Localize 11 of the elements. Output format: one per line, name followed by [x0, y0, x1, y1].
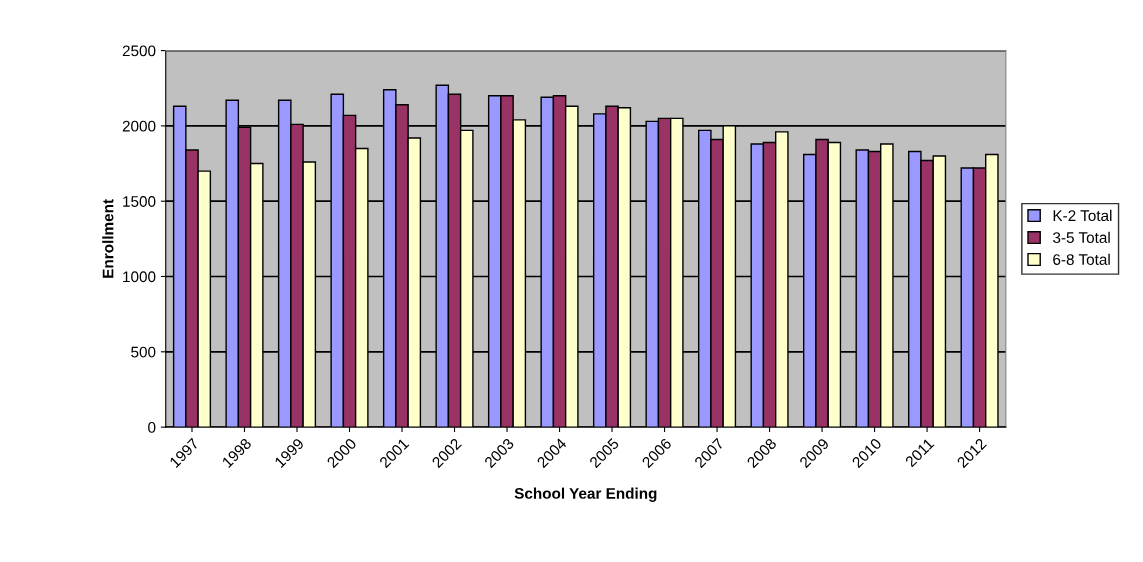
y-tick-label: 2000 [122, 120, 156, 132]
x-axis-title: School Year Ending [514, 487, 657, 502]
y-tick-label: 1500 [123, 196, 156, 207]
y-tick-label: 500 [131, 346, 156, 358]
y-tick-label: 1000 [123, 271, 156, 283]
y-tick-label: 0 [148, 421, 156, 433]
legend-label: 6-8 Total [1053, 253, 1110, 265]
legend-label: 3-5 Total [1053, 231, 1110, 243]
y-tick-label: 2500 [122, 45, 156, 57]
legend-label: K-2 Total [1053, 209, 1112, 222]
y-axis-title: Enrollment [102, 199, 114, 278]
